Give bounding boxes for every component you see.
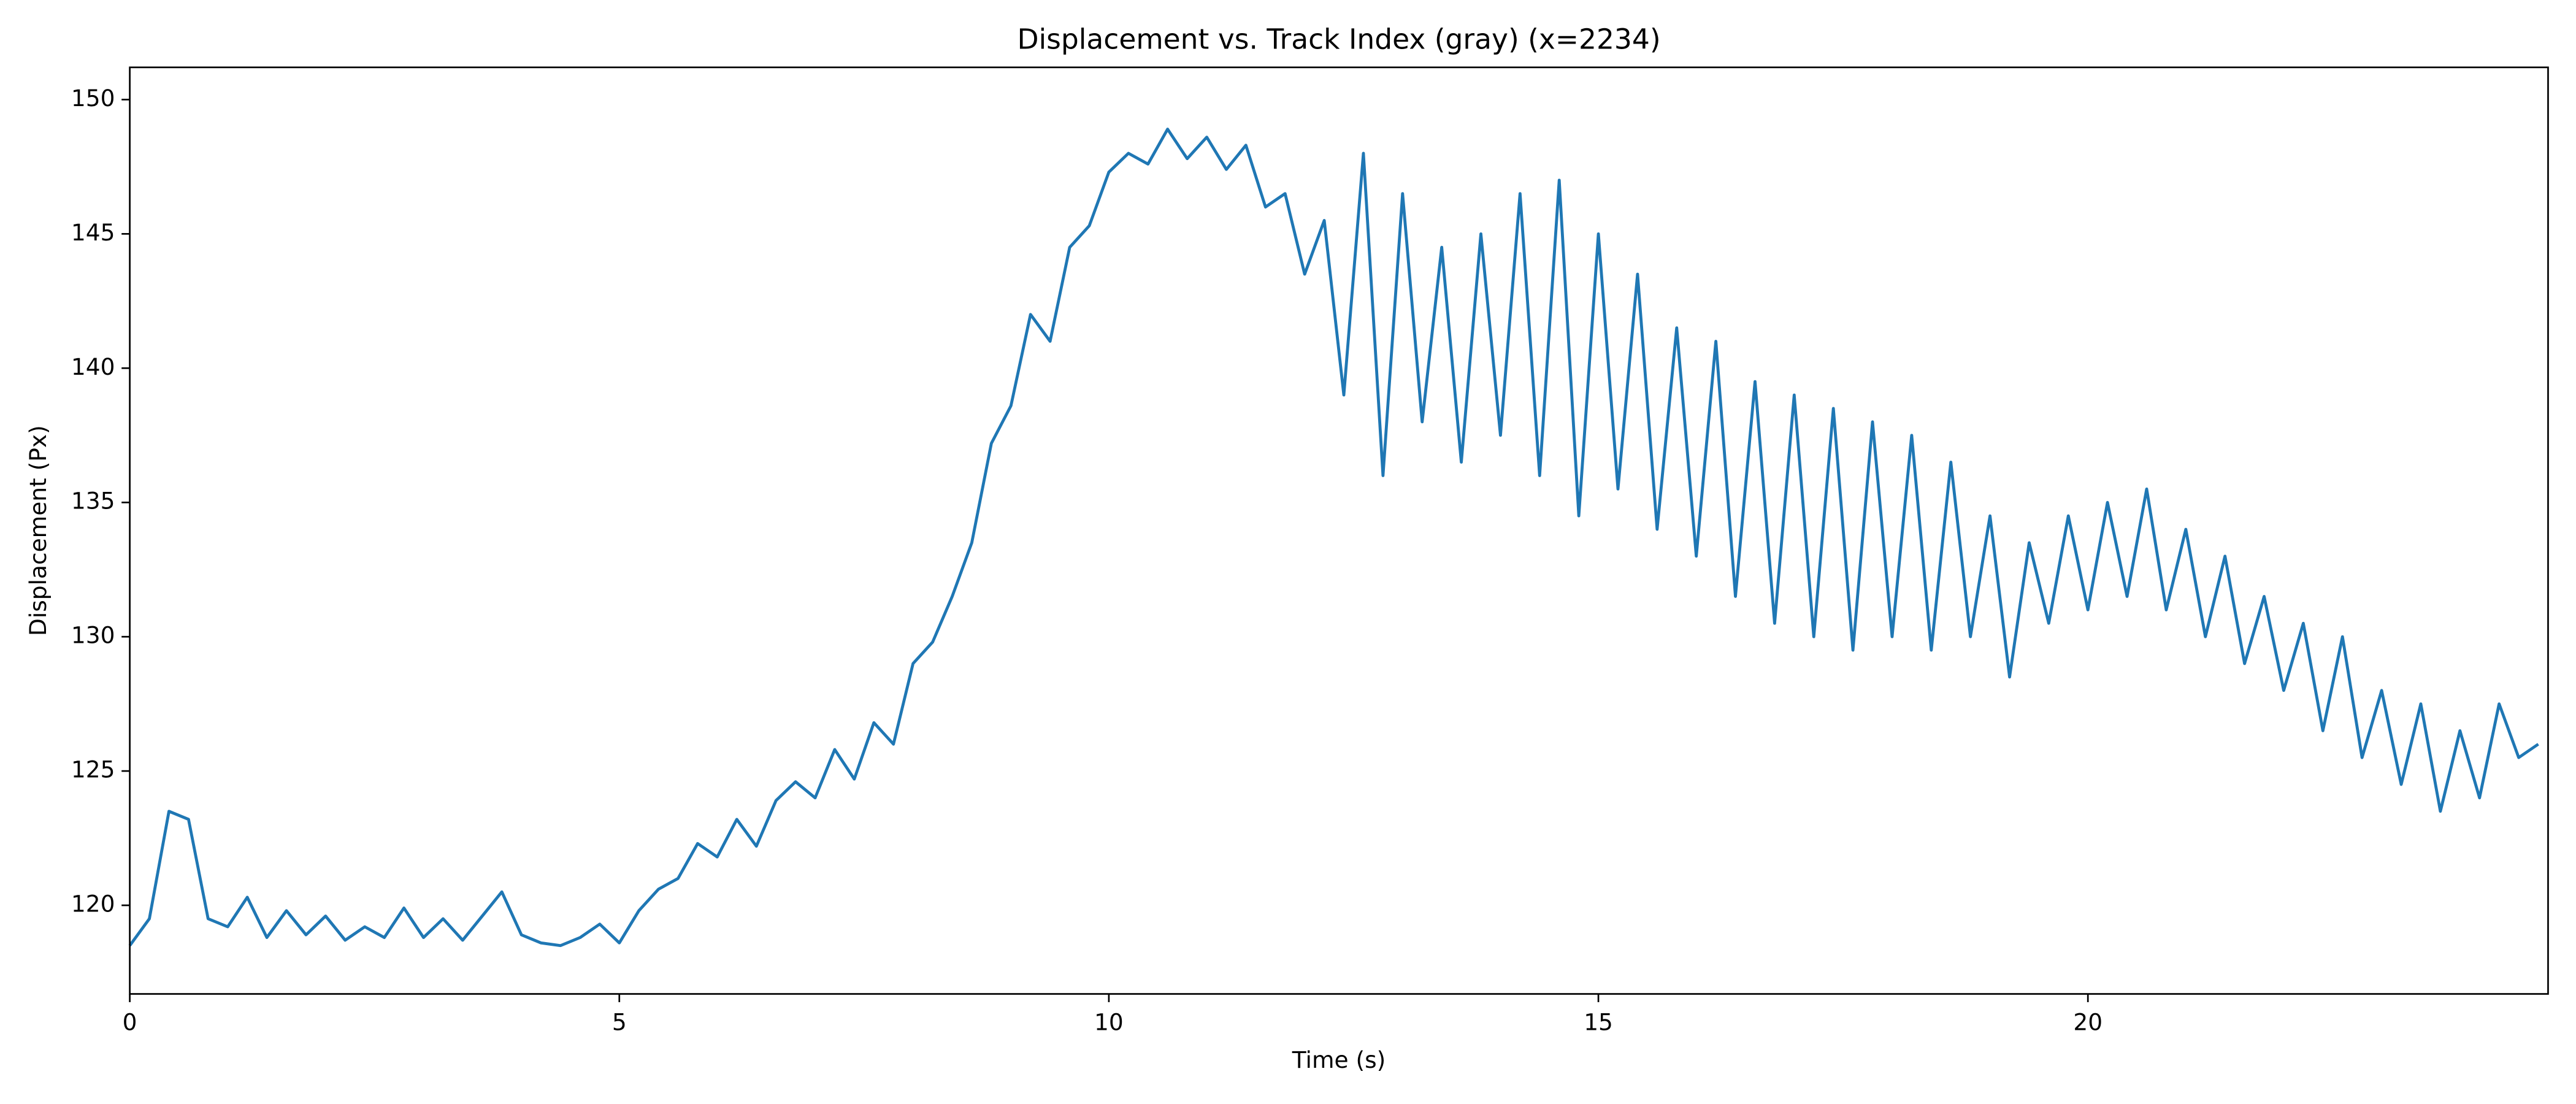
chart-title: Displacement vs. Track Index (gray) (x=2… bbox=[1017, 23, 1660, 55]
plot-frame bbox=[129, 66, 2549, 995]
y-tick-label: 125 bbox=[71, 756, 115, 783]
y-tick-label: 145 bbox=[71, 219, 115, 246]
x-tick-label: 20 bbox=[2073, 1008, 2103, 1035]
y-tick-label: 135 bbox=[71, 488, 115, 515]
x-tick-label: 15 bbox=[1584, 1008, 1613, 1035]
x-axis-label: Time (s) bbox=[1292, 1046, 1386, 1073]
y-axis-label: Displacement (Px) bbox=[25, 425, 52, 636]
x-tick-label: 0 bbox=[123, 1008, 137, 1035]
data-line bbox=[128, 128, 2539, 948]
y-tick-label: 130 bbox=[71, 622, 115, 649]
y-tick-label: 140 bbox=[71, 353, 115, 380]
y-tick-label: 120 bbox=[71, 891, 115, 918]
x-tick-label: 10 bbox=[1094, 1008, 1124, 1035]
y-tick-label: 150 bbox=[71, 85, 115, 112]
x-tick-label: 5 bbox=[612, 1008, 627, 1035]
